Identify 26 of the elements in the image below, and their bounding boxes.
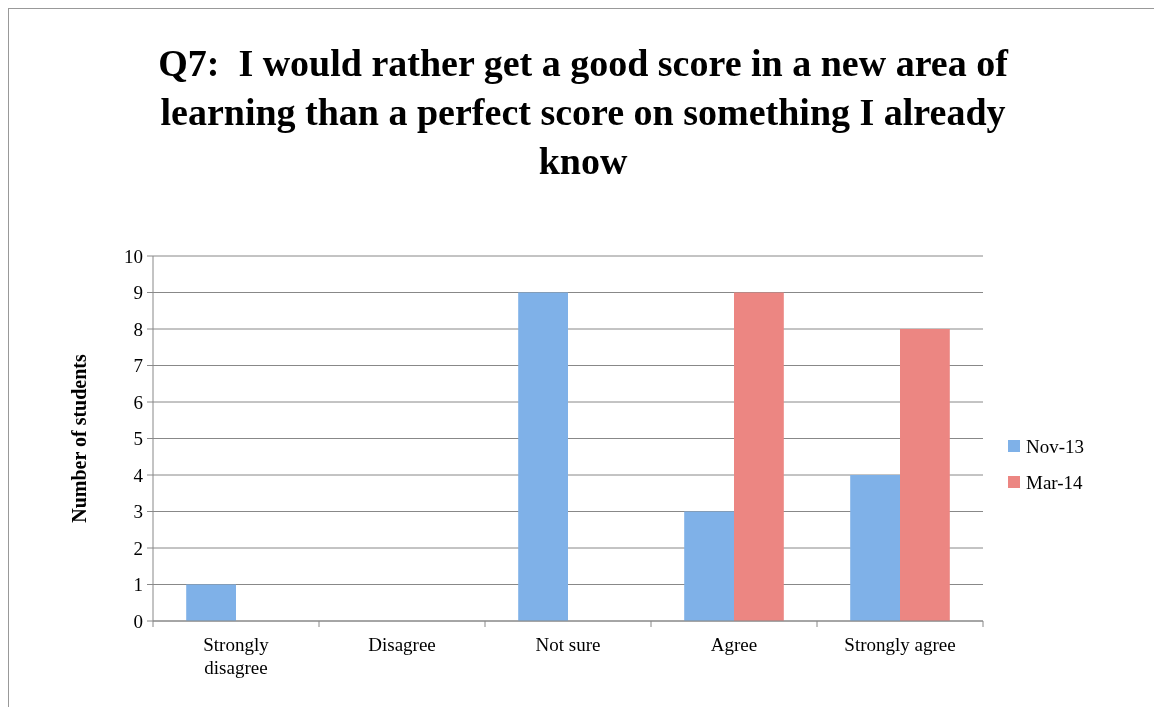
bar — [186, 584, 236, 621]
x-tick-label: Strongly disagree — [203, 634, 270, 678]
chart-title: Q7: I would rather get a good score in a new area of learning than a perfect score on something I already know — [158, 42, 1010, 182]
bar — [684, 511, 734, 621]
y-tick-label: 6 — [133, 391, 143, 413]
y-tick-label: 5 — [133, 428, 143, 450]
y-tick-label: 1 — [133, 574, 143, 596]
x-tick-label: Not sure — [535, 634, 601, 655]
legend-label: Nov-13 — [1026, 435, 1085, 457]
y-axis-title: Number of students — [68, 354, 90, 523]
legend-label: Mar-14 — [1026, 471, 1084, 493]
x-tick-label: Disagree — [368, 634, 436, 655]
y-tick-label: 2 — [133, 537, 143, 559]
y-tick-label: 0 — [133, 610, 143, 632]
y-tick-label: 4 — [133, 464, 144, 486]
bar — [850, 475, 900, 621]
y-tick-label: 3 — [133, 501, 143, 523]
x-tick-label: Strongly agree — [844, 634, 956, 655]
bar — [518, 292, 568, 621]
y-tick-label: 7 — [133, 355, 143, 377]
bar — [900, 329, 950, 621]
y-tick-label: 8 — [133, 318, 143, 340]
x-tick-label: Agree — [710, 634, 758, 655]
bar — [734, 292, 784, 621]
y-tick-label: 10 — [124, 245, 143, 267]
y-tick-label: 9 — [133, 282, 143, 304]
